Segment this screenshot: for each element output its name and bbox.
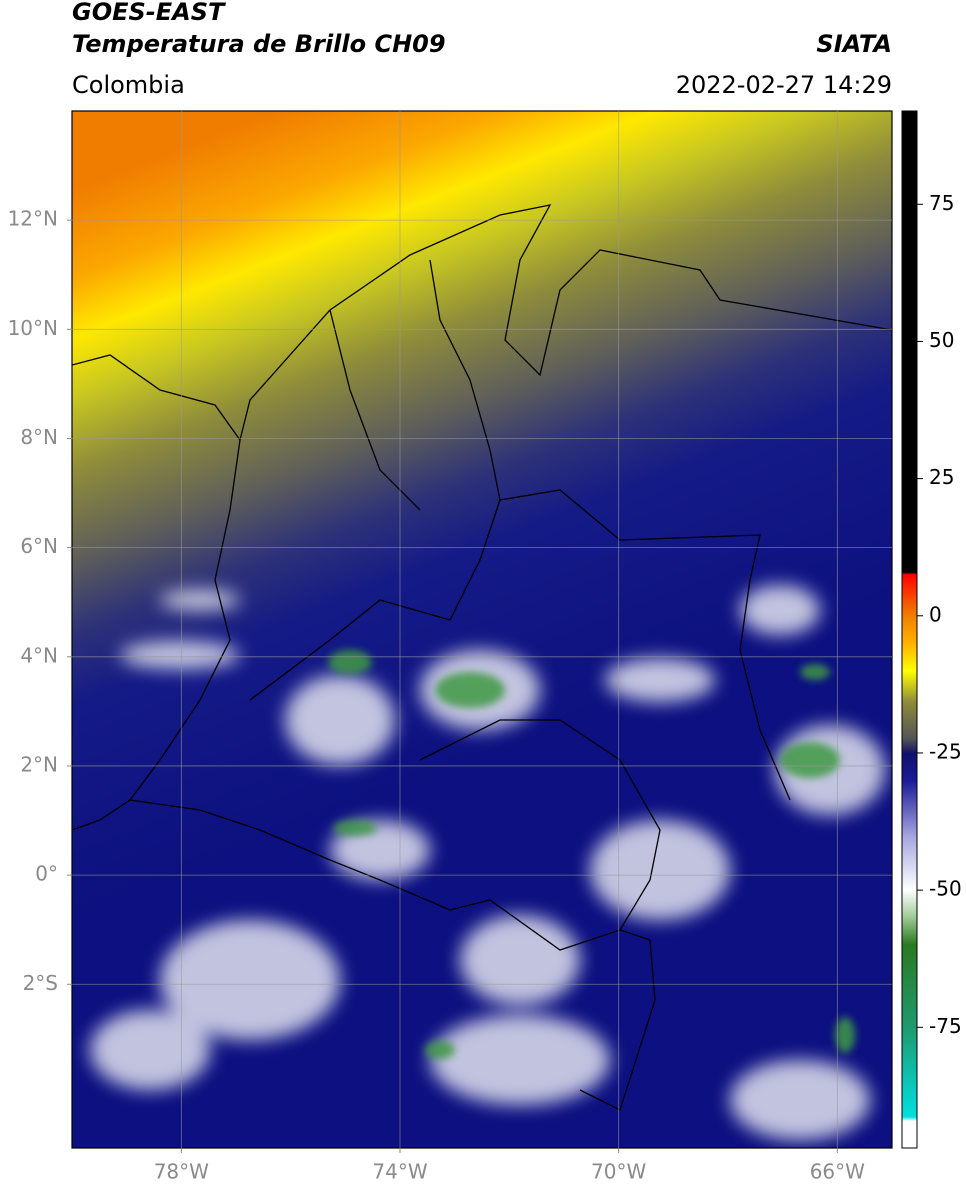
lon-tick-label: 74°W [372, 1160, 427, 1184]
region: Colombia [72, 71, 185, 99]
source: SIATA [816, 30, 892, 58]
colorbar-tick-label: -50 [929, 877, 962, 901]
lat-tick-label: 0° [35, 862, 58, 886]
lat-tick-label: 12°N [8, 207, 58, 231]
graticule [72, 111, 892, 1148]
colorbar [901, 110, 918, 1149]
colorbar-tick-label: -25 [929, 739, 962, 763]
colorbar-tick-label: 25 [929, 465, 954, 489]
lat-tick-label: 8°N [20, 425, 58, 449]
colorbar-tick-label: -75 [929, 1014, 962, 1038]
lon-tick-label: 70°W [591, 1160, 646, 1184]
datetime: 2022-02-27 14:29 [676, 71, 892, 99]
lon-tick-label: 78°W [154, 1160, 209, 1184]
title-line2: Temperatura de Brillo CH09 [72, 30, 446, 58]
map-frame [71, 110, 893, 1149]
lat-tick-label: 6°N [20, 534, 58, 558]
lon-tick-label: 66°W [810, 1160, 865, 1184]
lat-tick-label: 4°N [20, 643, 58, 667]
colorbar-tick-label: 50 [929, 328, 954, 352]
map-image [72, 111, 892, 1148]
lat-tick-label: 10°N [8, 316, 58, 340]
lat-tick-label: 2°N [20, 752, 58, 776]
colorbar-tick-label: 0 [929, 602, 942, 626]
title-line1: GOES-EAST [72, 0, 226, 26]
lat-tick-label: 2°S [23, 971, 58, 995]
colorbar-tick-label: 75 [929, 191, 954, 215]
